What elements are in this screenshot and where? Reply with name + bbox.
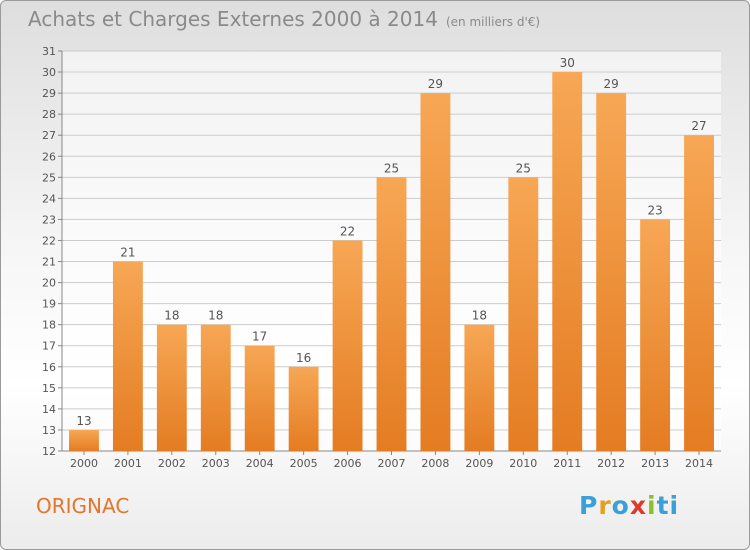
bar [508,177,539,451]
x-tick-label: 2012 [597,457,625,470]
logo-letter: P [579,491,599,520]
y-tick-label: 30 [42,66,56,79]
y-tick-label: 13 [42,424,56,437]
x-tick-label: 2006 [334,457,362,470]
x-tick-label: 2003 [202,457,230,470]
y-tick-label: 26 [42,150,56,163]
bar [420,93,451,452]
x-tick-label: 2007 [378,457,406,470]
bar-value-label: 18 [164,309,179,323]
x-tick-label: 2011 [553,457,581,470]
x-tick-label: 2010 [509,457,537,470]
logo-letter: ti [656,491,680,520]
y-tick-label: 25 [42,171,56,184]
y-tick-label: 19 [42,298,56,311]
bar-value-label: 16 [296,351,311,365]
x-tick-label: 2009 [465,457,493,470]
y-tick-label: 18 [42,319,56,332]
logo-letter: i [647,491,657,520]
logo-letter: o [611,491,630,520]
bar [200,324,231,451]
bar [552,72,583,451]
x-tick-label: 2004 [246,457,274,470]
x-tick-label: 2000 [70,457,98,470]
bar [288,366,319,451]
y-tick-label: 20 [42,277,56,290]
bar-value-label: 30 [560,56,575,70]
y-tick-label: 12 [42,445,56,458]
chart-title-block: Achats et Charges Externes 2000 à 2014 (e… [28,7,540,31]
bar-value-label: 18 [472,309,487,323]
bar-value-label: 25 [516,161,531,175]
bar [376,177,407,451]
x-tick-label: 2014 [685,457,713,470]
bar-value-label: 21 [120,246,135,260]
x-tick-label: 2002 [158,457,186,470]
bar-value-label: 29 [428,77,443,91]
bar [640,219,671,451]
y-tick-label: 28 [42,108,56,121]
proxiti-logo: Proxiti [579,491,679,520]
bar [244,345,275,451]
x-tick-label: 2008 [421,457,449,470]
y-tick-label: 14 [42,403,56,416]
bar-value-label: 23 [647,203,662,217]
chart-title: Achats et Charges Externes 2000 à 2014 [28,7,438,31]
logo-letter: r [598,491,612,520]
bar [684,135,714,452]
bar [464,324,495,451]
bar-value-label: 22 [340,224,355,238]
bar [332,240,363,451]
bar [596,93,627,452]
y-tick-label: 23 [42,213,56,226]
x-tick-label: 2001 [114,457,142,470]
y-tick-label: 16 [42,361,56,374]
bar [112,261,143,451]
bar-value-label: 29 [604,77,619,91]
bar-value-label: 25 [384,161,399,175]
bar [156,324,187,451]
bar-value-label: 18 [208,309,223,323]
y-tick-label: 21 [42,256,56,269]
bar-value-label: 17 [252,330,267,344]
chart-unit: (en milliers d'€) [445,15,541,29]
y-tick-label: 22 [42,234,56,247]
y-tick-label: 24 [42,192,56,205]
x-tick-label: 2013 [641,457,669,470]
commune-name: ORIGNAC [36,494,130,518]
y-tick-label: 27 [42,129,56,142]
x-tick-label: 2005 [290,457,318,470]
y-tick-label: 29 [42,87,56,100]
bar [69,429,99,451]
y-tick-label: 15 [42,382,56,395]
bar-value-label: 27 [691,119,706,133]
bar-value-label: 13 [76,414,91,428]
y-tick-label: 31 [42,45,56,58]
logo-letter: x [629,491,647,520]
y-tick-label: 17 [42,340,56,353]
